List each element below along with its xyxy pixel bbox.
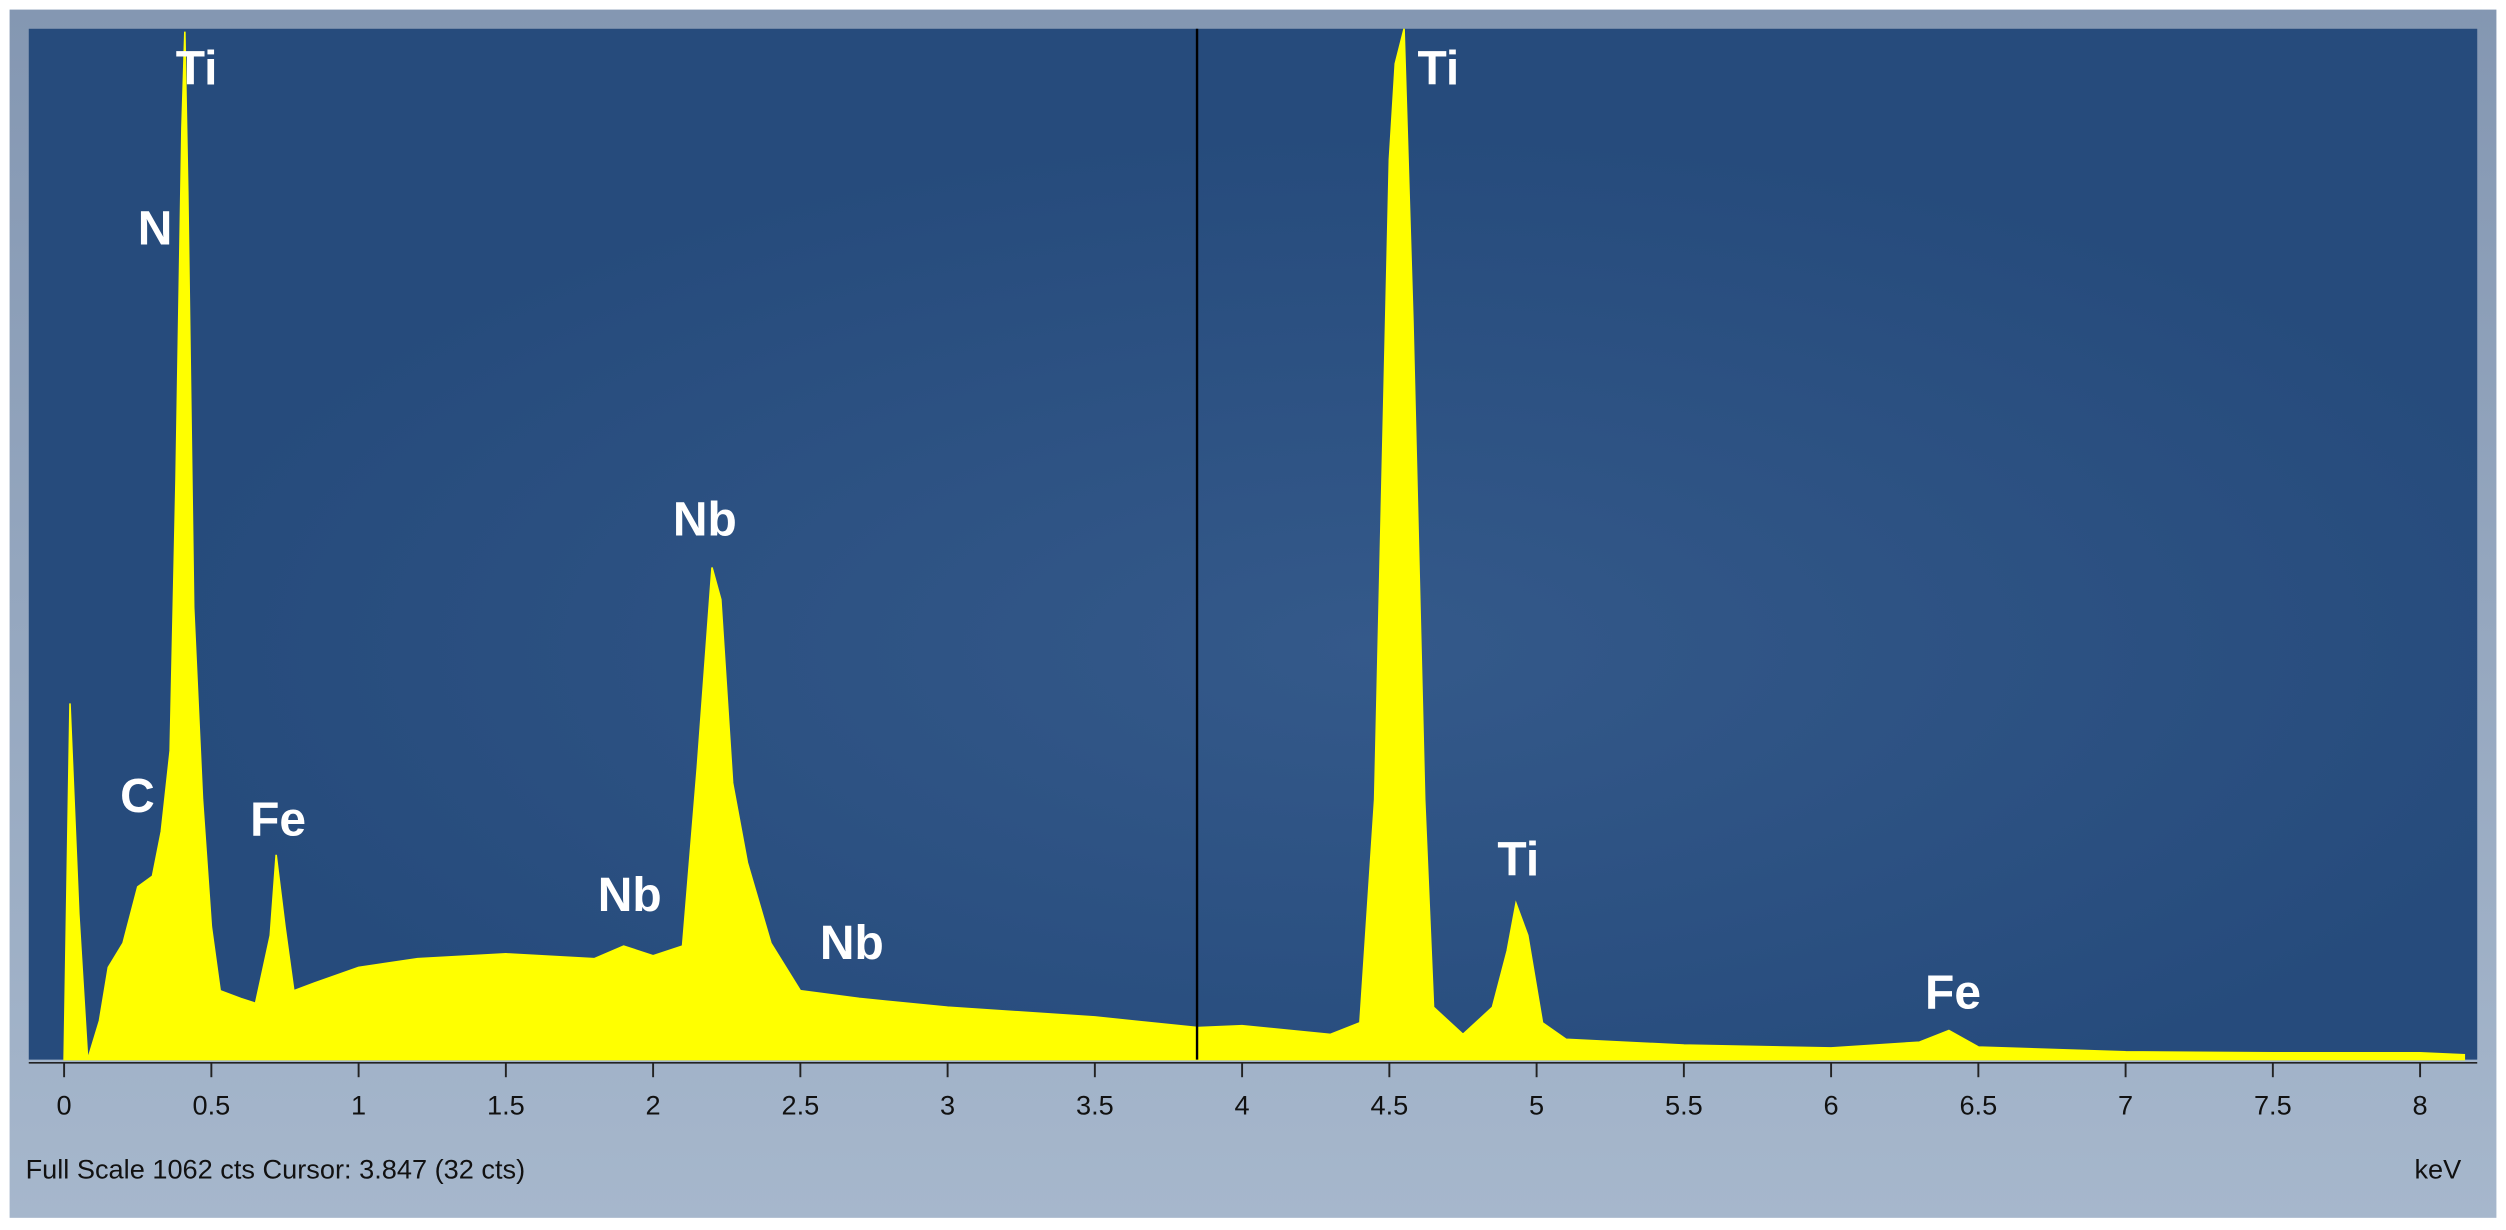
x-tick-label: 2 bbox=[646, 1090, 661, 1121]
x-tick-label: 4.5 bbox=[1370, 1090, 1408, 1121]
spectrum-area bbox=[63, 28, 2466, 1061]
x-tick-label: 1 bbox=[351, 1090, 366, 1121]
x-tick-label: 1.5 bbox=[487, 1090, 525, 1121]
x-tick-label: 0 bbox=[57, 1090, 72, 1121]
x-axis-label: keV bbox=[2414, 1154, 2461, 1185]
peak-label: Fe bbox=[1925, 966, 1981, 1019]
peak-label: Nb bbox=[598, 869, 662, 922]
peak-label: N bbox=[138, 202, 173, 255]
x-tick-label: 2.5 bbox=[781, 1090, 819, 1121]
x-tick-label: 5.5 bbox=[1665, 1090, 1703, 1121]
peak-label: Fe bbox=[250, 794, 306, 847]
peak-label: Ti bbox=[1418, 43, 1460, 96]
x-tick-label: 6.5 bbox=[1959, 1090, 1997, 1121]
x-tick-label: 4 bbox=[1235, 1090, 1250, 1121]
x-tick-label: 6 bbox=[1824, 1090, 1839, 1121]
x-tick-label: 7 bbox=[2118, 1090, 2133, 1121]
status-text: Full Scale 1062 cts Cursor: 3.847 (32 ct… bbox=[26, 1154, 526, 1185]
peak-label: C bbox=[120, 770, 155, 823]
x-tick-label: 0.5 bbox=[192, 1090, 230, 1121]
x-tick-label: 7.5 bbox=[2254, 1090, 2292, 1121]
plot-area bbox=[28, 28, 2478, 1060]
x-tick-label: 5 bbox=[1529, 1090, 1544, 1121]
peak-label: Ti bbox=[176, 43, 218, 96]
peak-label: Ti bbox=[1497, 834, 1539, 887]
peak-label: Nb bbox=[820, 917, 884, 970]
peak-label: Nb bbox=[673, 493, 737, 546]
x-tick-label: 3.5 bbox=[1076, 1090, 1114, 1121]
x-tick-label: 8 bbox=[2413, 1090, 2428, 1121]
x-tick-label: 3 bbox=[940, 1090, 955, 1121]
